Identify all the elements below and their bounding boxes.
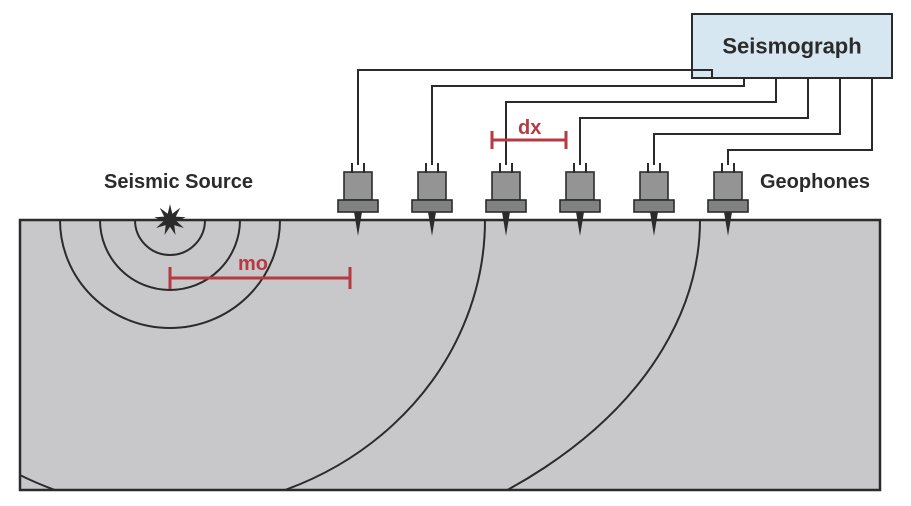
seismic-source-label: Seismic Source bbox=[104, 171, 253, 193]
wire-5 bbox=[722, 78, 872, 172]
mo-label: mo bbox=[238, 253, 268, 275]
wire-4 bbox=[648, 78, 840, 172]
geophone-base bbox=[338, 200, 378, 212]
wire-3 bbox=[574, 78, 808, 172]
geophone-body bbox=[344, 172, 372, 200]
dx-label: dx bbox=[518, 117, 541, 139]
geophone-base bbox=[412, 200, 452, 212]
geophone-base bbox=[708, 200, 748, 212]
wires-group bbox=[352, 70, 872, 172]
geophone-body bbox=[566, 172, 594, 200]
geophone-body bbox=[640, 172, 668, 200]
geophone-body bbox=[714, 172, 742, 200]
geophone-base bbox=[486, 200, 526, 212]
geophone-base bbox=[560, 200, 600, 212]
ground bbox=[20, 220, 880, 490]
seismic-diagram: Seismograph Seismic Source Geophones dx mo bbox=[0, 0, 911, 506]
geophone-body bbox=[418, 172, 446, 200]
wire-1 bbox=[426, 78, 744, 172]
seismograph-label: Seismograph bbox=[722, 34, 861, 59]
geophones-label: Geophones bbox=[760, 171, 870, 193]
wire-2 bbox=[500, 78, 776, 172]
geophone-base bbox=[634, 200, 674, 212]
geophone-body bbox=[492, 172, 520, 200]
